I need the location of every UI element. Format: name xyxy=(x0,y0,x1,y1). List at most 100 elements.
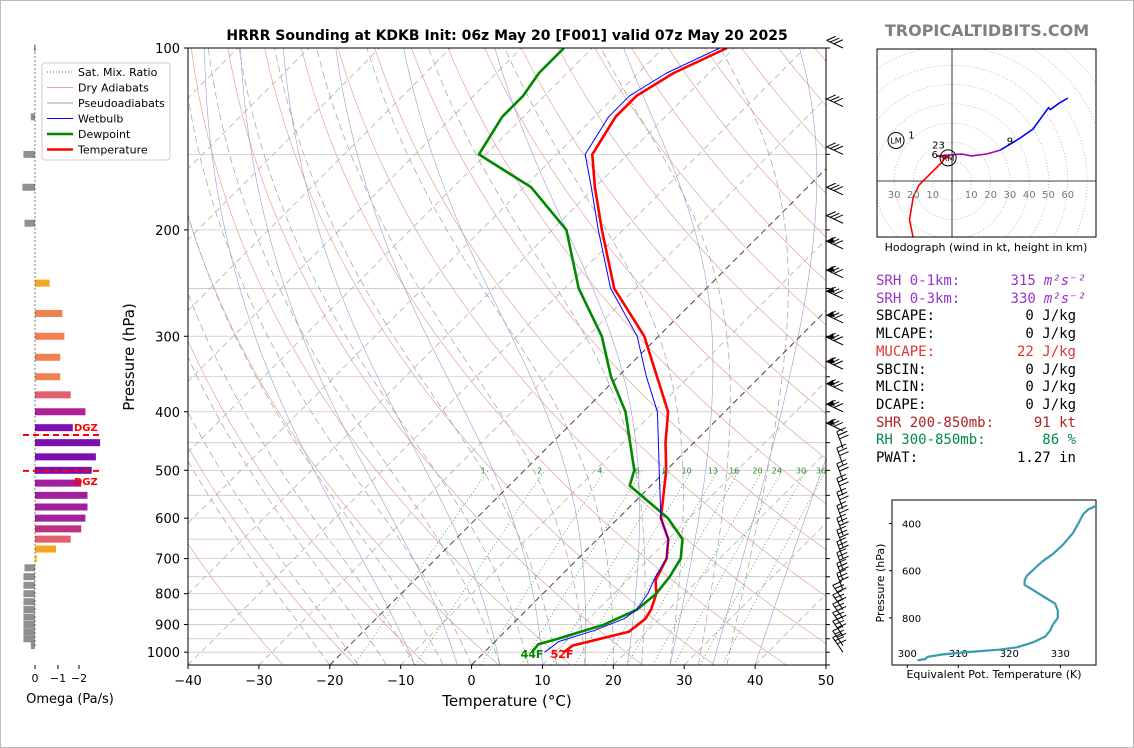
y-tick-label: 200 xyxy=(155,224,180,239)
omega-bar xyxy=(35,479,82,487)
wind-barb-flag xyxy=(833,336,844,342)
wind-barb xyxy=(836,537,849,559)
hodograph-tick-label: 20 xyxy=(984,190,997,201)
index-label: SRH 0-3km: xyxy=(876,290,961,307)
hodograph-height-label: 9 xyxy=(1007,136,1013,147)
wind-barb-staff xyxy=(832,612,844,628)
index-row: PWAT: 1.27 in xyxy=(876,450,1086,468)
wind-barb-staff xyxy=(826,240,844,250)
mixing-ratio-line xyxy=(721,470,826,665)
omega-bar xyxy=(23,628,35,636)
wind-barb xyxy=(832,632,847,653)
wind-barb-staff xyxy=(832,637,844,653)
wind-barb-flag xyxy=(837,447,848,453)
wind-barb-flag xyxy=(826,211,836,217)
wind-barb-flag xyxy=(836,473,847,479)
omega-bar xyxy=(30,113,35,121)
wind-barb-flag xyxy=(830,144,840,149)
mixing-ratio-label: 24 xyxy=(772,467,782,476)
theta-e-frame xyxy=(891,499,1097,666)
index-label: SBCIN: xyxy=(876,361,927,378)
wind-barb xyxy=(826,211,844,224)
mixing-ratio-label: 1 xyxy=(481,467,486,476)
wind-barb xyxy=(836,487,849,510)
index-row: MLCIN: 0 J/kg xyxy=(876,379,1086,397)
dry-adiabat-line xyxy=(188,446,356,665)
mixing-ratio-label: 6 xyxy=(635,467,640,476)
wetbulb-guide-line xyxy=(623,48,714,665)
omega-bar xyxy=(23,635,35,643)
wetbulb-guide-line xyxy=(494,48,640,665)
wind-barb-flag xyxy=(830,96,840,102)
hodograph-segment xyxy=(999,97,1069,151)
y-tick-label: 800 xyxy=(155,588,180,603)
wind-barb-flag xyxy=(836,525,847,531)
series-dewpoint-line xyxy=(477,48,684,654)
wind-barb-flag xyxy=(833,360,844,366)
wind-barb-flag xyxy=(837,462,848,468)
index-label: MLCIN: xyxy=(876,379,927,396)
index-row: SRH 0-3km: 330 m²s⁻² xyxy=(876,291,1086,309)
index-row: SHR 200-850mb: 91 kt xyxy=(876,415,1086,433)
wind-barb-flag xyxy=(830,420,840,426)
y-tick-label: 900 xyxy=(155,619,180,634)
dgz-label: DGZ xyxy=(74,423,98,434)
omega-bar xyxy=(35,279,50,287)
skew-t-axes-frame xyxy=(187,47,827,666)
pseudoadiabat-line xyxy=(188,94,472,665)
wind-barb-flag xyxy=(826,236,836,242)
isotherm-line xyxy=(683,522,826,665)
omega-axis-label: Omega (Pa/s) xyxy=(26,692,114,707)
wind-barb-flag xyxy=(839,521,849,527)
wetbulb-guide-line xyxy=(240,48,458,665)
wind-barb-flag xyxy=(832,616,842,622)
theta-e-y-tick-label: 400 xyxy=(902,520,921,531)
wind-barb xyxy=(826,94,844,108)
x-tick-label: 10 xyxy=(534,674,551,689)
wind-barb-flag xyxy=(839,434,849,440)
wind-barb xyxy=(826,399,844,413)
omega-bar xyxy=(35,503,88,511)
wind-barb-flag xyxy=(826,142,836,148)
wind-barb-flag xyxy=(837,562,848,568)
brand-watermark: TROPICALTIDBITS.COM xyxy=(885,21,1089,40)
wind-barb-flag xyxy=(834,584,845,590)
wind-barb-flag xyxy=(826,399,836,405)
dry-adiabat-line xyxy=(337,48,826,645)
theta-e-ticks: 300 310 320 330 400 600 800 xyxy=(889,520,1070,668)
legend: Sat. Mix. Ratio Dry Adiabats Pseudoadiabat… xyxy=(41,62,171,161)
mixing-ratio-label: 36 xyxy=(816,467,826,476)
theta-e-y-tick-label: 800 xyxy=(902,614,921,625)
index-value: 315 m²s⁻² xyxy=(1011,273,1086,289)
wind-barb-staff xyxy=(836,447,844,466)
wind-barb-flag xyxy=(839,495,849,501)
wind-barb xyxy=(836,459,849,481)
omega-tick-label: 0 xyxy=(32,672,39,685)
wind-barb-flag xyxy=(830,288,840,294)
wind-barb-flag xyxy=(836,513,847,519)
dry-adiabat-line xyxy=(521,48,826,414)
wind-barb xyxy=(826,357,844,370)
wind-barb xyxy=(836,473,849,496)
legend-label: Dewpoint xyxy=(78,128,131,141)
wind-barb-flag xyxy=(837,477,848,483)
wind-barb-flag xyxy=(836,487,847,493)
dry-adiabat-line xyxy=(374,48,826,597)
wind-barb-flag xyxy=(830,238,840,244)
wind-barb-flag xyxy=(834,602,845,608)
wind-barb-flag xyxy=(833,290,844,295)
wind-barb-flag xyxy=(834,629,845,635)
hodograph-height-label: 1 xyxy=(908,131,914,142)
skew-t-background-lines xyxy=(188,48,826,665)
wind-barb-flag xyxy=(833,39,844,45)
index-label: DCAPE: xyxy=(876,396,927,413)
wind-barb-flag xyxy=(839,544,849,550)
wind-barb-flag xyxy=(832,626,842,632)
wind-barb-staff xyxy=(826,314,844,324)
wind-barb-flag xyxy=(834,620,845,625)
wind-barb-flag xyxy=(826,35,836,41)
dry-adiabat-line xyxy=(190,48,571,665)
mixing-ratio-line xyxy=(673,470,783,665)
hodograph-frame xyxy=(876,48,1097,238)
